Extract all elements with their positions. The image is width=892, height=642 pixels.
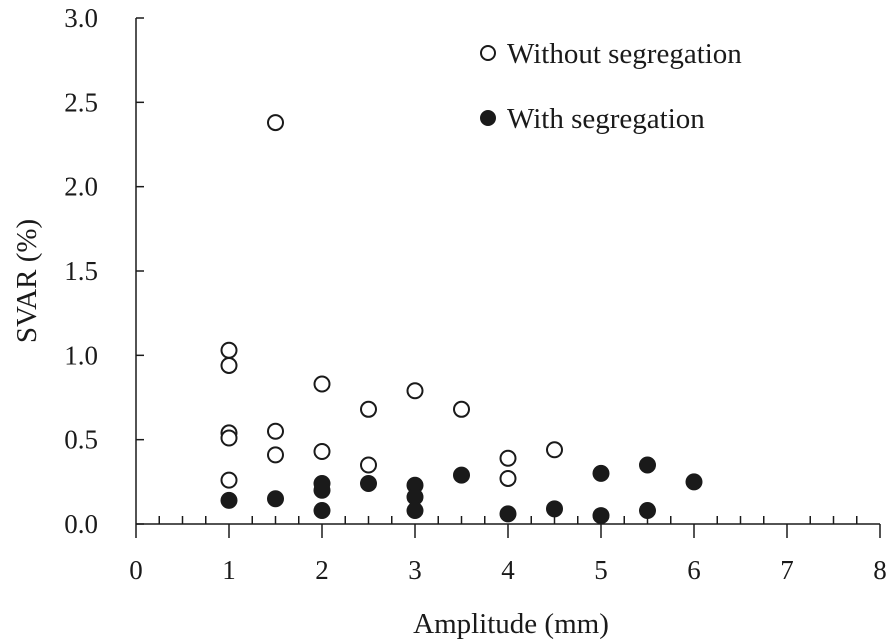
x-tick-label: 2 (315, 555, 329, 585)
point-without-segregation (267, 422, 284, 440)
point-with-segregation (220, 491, 238, 509)
x-axis-ticks: 0 1 2 3 4 5 6 7 8 (129, 516, 887, 585)
y-tick-label: 2.5 (64, 87, 98, 117)
y-axis-title: SVAR (%) (11, 219, 43, 343)
data-points (220, 114, 703, 525)
y-tick-label: 0.0 (64, 509, 98, 539)
point-without-segregation (360, 456, 377, 474)
y-axis-ticks: 0.0 0.5 1.0 1.5 2.0 2.5 3.0 (64, 3, 144, 539)
x-axis-title: Amplitude (mm) (413, 608, 609, 640)
point-without-segregation (220, 429, 238, 447)
y-tick-label: 1.5 (64, 256, 98, 286)
point-with-segregation (639, 456, 656, 474)
y-tick-label: 2.0 (64, 172, 98, 202)
x-tick-label: 1 (222, 555, 236, 585)
y-tick-label: 1.0 (64, 340, 98, 370)
point-without-segregation (453, 400, 470, 418)
point-with-segregation (267, 490, 284, 508)
point-with-segregation (313, 502, 331, 520)
point-without-segregation (267, 114, 284, 132)
point-without-segregation (546, 441, 563, 459)
point-with-segregation (499, 505, 517, 523)
point-without-segregation (313, 442, 331, 460)
legend-marker-with-segregation (480, 110, 496, 126)
point-without-segregation (406, 382, 424, 400)
x-tick-label: 0 (129, 555, 143, 585)
point-without-segregation (360, 400, 377, 418)
x-tick-label: 6 (687, 555, 701, 585)
point-with-segregation (360, 475, 377, 493)
point-without-segregation (499, 449, 517, 467)
point-with-segregation (453, 466, 470, 484)
x-tick-label: 7 (780, 555, 794, 585)
point-with-segregation (685, 473, 703, 491)
y-tick-label: 3.0 (64, 3, 98, 33)
legend-label-with-segregation: With segregation (507, 103, 705, 135)
point-without-segregation (220, 341, 238, 359)
point-with-segregation (406, 502, 424, 520)
point-with-segregation (592, 507, 610, 525)
legend-label-without-segregation: Without segregation (507, 38, 742, 70)
point-without-segregation (220, 356, 238, 374)
x-tick-label: 8 (873, 555, 887, 585)
point-with-segregation (313, 481, 331, 499)
y-tick-label: 0.5 (64, 425, 98, 455)
point-with-segregation (592, 464, 610, 482)
x-tick-label: 4 (501, 555, 515, 585)
point-with-segregation (546, 500, 563, 518)
point-with-segregation (639, 502, 656, 520)
x-tick-label: 5 (594, 555, 608, 585)
point-without-segregation (267, 446, 284, 464)
legend-marker-without-segregation (480, 45, 496, 61)
point-without-segregation (499, 469, 517, 487)
x-tick-label: 3 (408, 555, 422, 585)
point-without-segregation (313, 375, 331, 393)
legend: Without segregation With segregation (480, 38, 742, 135)
point-without-segregation (220, 471, 238, 489)
